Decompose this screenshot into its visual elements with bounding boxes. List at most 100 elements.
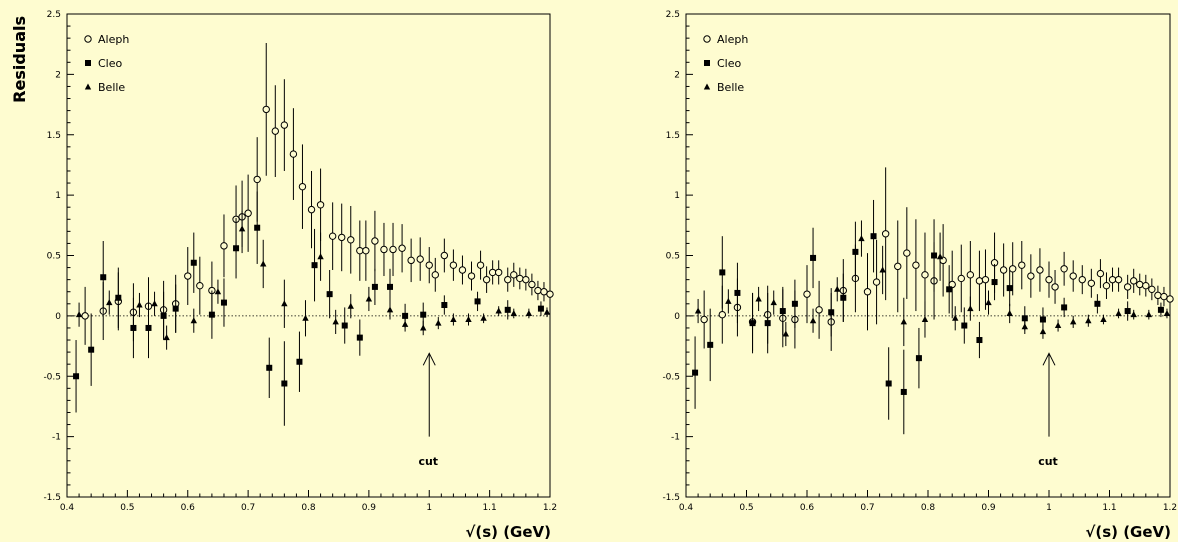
chart2-legend-label-belle: Belle (717, 81, 744, 94)
chart1-belle-point (401, 320, 409, 327)
chart2-cleo-point (961, 322, 968, 329)
chart2-aleph-point (1096, 269, 1105, 278)
chart2-belle-point (1100, 315, 1107, 322)
chart2-aleph-point (1036, 266, 1044, 274)
chart1-aleph-point (81, 312, 89, 320)
chart1-aleph-point (494, 268, 503, 277)
chart1-aleph-point (280, 121, 289, 129)
chart-panel-left: 0.4 0.5 0.6 0.7 0.8 0.9 1 1.1 1.2 -1.5 -1 -0.5 0 0.5 1… (10, 10, 557, 541)
chart2-x-tick-label: 0.4 (679, 503, 694, 513)
chart1-cleo-point (441, 302, 448, 309)
chart2-belle-point (755, 295, 762, 302)
chart1-cleo-point (311, 262, 318, 269)
chart2-cleo-point (840, 294, 847, 301)
chart2-aleph-point (1009, 265, 1017, 273)
chart2-cleo-point (1157, 306, 1164, 313)
chart1-aleph-point (416, 255, 424, 263)
chart1-legend-marker-aleph (84, 35, 92, 43)
chart1-aleph-point (398, 244, 406, 252)
chart1-x-tick-label: 1 (426, 503, 432, 513)
chart1-x-tick-label: 0.6 (181, 503, 196, 513)
chart1-cleo-point (100, 274, 107, 281)
chart2-belle-point (1021, 323, 1028, 330)
chart1-aleph-point (504, 275, 512, 284)
chart1-cleo-point (233, 245, 240, 252)
chart2-belle-point (1039, 328, 1047, 335)
chart2-x-tick-label: 1.2 (1163, 503, 1177, 513)
chart2-aleph-point (863, 288, 872, 296)
chart1-plot-frame (66, 13, 551, 498)
chart2-x-tick-label: 0.7 (860, 503, 874, 513)
chart2-belle-point (1006, 309, 1013, 316)
chart2-cleo-point (810, 254, 817, 261)
chart2-belle-point (770, 299, 777, 306)
chart1-legend-marker-belle (84, 83, 92, 90)
chart1-legend-label-aleph: Aleph (98, 33, 129, 46)
chart1-y-tick-label: 1 (55, 191, 61, 201)
chart2-aleph-point (1087, 279, 1096, 287)
chart1-y-tick-label: 2.5 (47, 10, 61, 20)
chart2-aleph-point (1123, 283, 1132, 291)
chart2-aleph-point (1130, 277, 1138, 285)
chart1-aleph-point (476, 261, 485, 269)
chart1-aleph-point (440, 251, 449, 260)
chart2-aleph-point (981, 275, 990, 284)
chart2-cleo-point (1124, 308, 1131, 315)
chart1-aleph-point (528, 280, 536, 289)
chart2-cleo-point (779, 308, 786, 315)
chart2-aleph-point (1166, 295, 1174, 303)
chart1-x-tick-label: 0.8 (301, 503, 316, 513)
chart1-aleph-point (347, 236, 355, 244)
chart2-belle-point (967, 305, 974, 312)
chart2-y-tick-label: 0 (674, 312, 680, 322)
chart1-x-axis-label: √(s) (GeV) (465, 523, 551, 541)
chart2-y-axis-label: Residuals (10, 16, 29, 103)
chart1-belle-point (365, 295, 373, 302)
chart2-cleo-point (946, 286, 953, 293)
chart1-y-tick-label: -0.5 (43, 372, 61, 382)
chart1-cleo-point (402, 312, 409, 319)
chart1-aleph-point (328, 232, 337, 240)
chart1-aleph-point (371, 237, 379, 245)
chart2-cleo-point (764, 320, 771, 327)
chart2-belle-point (1163, 309, 1171, 316)
chart2-cleo-point (692, 369, 699, 376)
chart2-x-axis-label: √(s) (GeV) (1085, 523, 1171, 541)
chart1-aleph-point (220, 242, 228, 250)
chart2-aleph-point (903, 249, 911, 257)
chart1-aleph-point (253, 175, 261, 184)
chart1-belle-point (163, 334, 170, 341)
chart1-belle-point (106, 299, 113, 306)
chart2-belle-point (1115, 309, 1122, 316)
chart1-cleo-point (504, 306, 511, 313)
chart1-cut-arrow-head (422, 352, 436, 366)
chart1-aleph-point (298, 182, 307, 191)
chart2-aleph-point (1142, 281, 1150, 290)
chart2-belle-point (834, 285, 841, 292)
chart1-y-tick-label: 1.5 (47, 131, 61, 141)
chart1-aleph-point (407, 256, 415, 265)
chart2-aleph-point (966, 271, 975, 279)
chart1-belle-point (317, 253, 324, 260)
chart2-cleo-point (719, 269, 726, 276)
chart2-cut-arrow-head (1042, 352, 1056, 366)
chart1-cleo-point (130, 324, 137, 331)
chart1-cleo-point (115, 294, 122, 301)
chart2-belle-point (1085, 317, 1092, 324)
chart2-cleo-point (885, 380, 892, 387)
chart2-y-tick-label: -1 (671, 433, 680, 443)
chart2-legend-label-cleo: Cleo (717, 57, 742, 70)
chart2-y-tick-label: -0.5 (662, 372, 680, 382)
chart2-belle-point (900, 318, 907, 325)
chart2-aleph-point (1108, 275, 1117, 284)
chart1-y-tick-label: 2 (55, 70, 61, 80)
chart2-aleph-point (912, 261, 920, 269)
chart2-aleph-point (1148, 285, 1156, 294)
chart1-y-tick-label: 0 (55, 312, 61, 322)
chart1-belle-point (75, 311, 83, 318)
chart2-aleph-point (1078, 275, 1086, 284)
chart2-aleph-point (1114, 275, 1123, 284)
chart1-cleo-point (356, 334, 363, 341)
chart2-belle-point (1054, 322, 1062, 329)
